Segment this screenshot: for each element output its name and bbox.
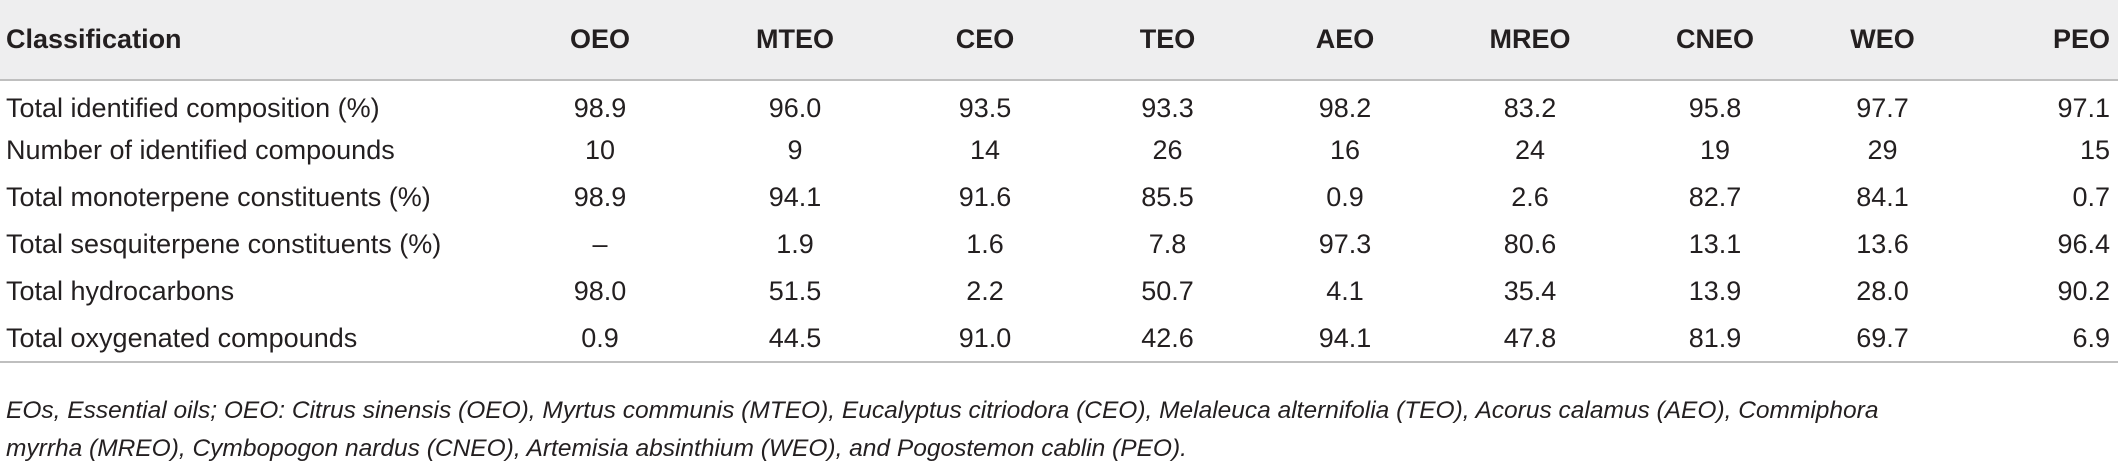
table-cell: 13.6 <box>1856 229 1909 259</box>
row-label: Number of identified compounds <box>6 135 395 165</box>
composition-table: Classification OEO MTEO CEO TEO AEO MREO… <box>0 0 2118 363</box>
header-classification: Classification <box>0 0 500 81</box>
table-row: Total monoterpene constituents (%) 98.9 … <box>0 174 2118 221</box>
header-teo: TEO <box>1080 0 1255 81</box>
table-row: Total identified composition (%) 98.9 96… <box>0 80 2118 127</box>
composition-table-container: Classification OEO MTEO CEO TEO AEO MREO… <box>0 0 2118 363</box>
table-cell: 98.9 <box>573 92 627 123</box>
table-cell: 35.4 <box>1503 276 1557 306</box>
table-cell: 0.9 <box>500 315 700 363</box>
table-row: Total oxygenated compounds 0.9 44.5 91.0… <box>0 315 2118 363</box>
footnote-line-2: myrrha (MREO), Cymbopogon nardus (CNEO),… <box>6 435 1187 462</box>
table-cell: 82.7 <box>1688 182 1742 212</box>
table-cell: 98.2 <box>1318 92 1372 123</box>
table-cell: 16 <box>1329 135 1361 165</box>
table-cell: 1.6 <box>966 229 1004 259</box>
table-cell: 69.7 <box>1805 315 1960 363</box>
table-cell: 51.5 <box>768 276 822 306</box>
table-cell: 2.6 <box>1511 182 1549 212</box>
table-cell: 94.1 <box>768 182 822 212</box>
table-row: Number of identified compounds 10 9 14 2… <box>0 127 2118 174</box>
row-label: Total hydrocarbons <box>6 276 235 306</box>
table-cell: 50.7 <box>1141 276 1194 306</box>
table-cell: 6.9 <box>1960 315 2118 363</box>
table-cell: 24 <box>1514 135 1546 165</box>
table-cell: 93.3 <box>1141 92 1194 123</box>
table-cell: 19 <box>1699 135 1731 165</box>
table-cell: 15 <box>2079 135 2110 165</box>
table-cell: 96.0 <box>768 92 822 123</box>
table-cell: 98.0 <box>573 276 627 306</box>
header-peo: PEO <box>1960 0 2118 81</box>
table-cell: 13.1 <box>1688 229 1742 259</box>
table-cell: 10 <box>584 135 616 165</box>
table-cell: 14 <box>969 135 1001 165</box>
table-cell: 28.0 <box>1856 276 1909 306</box>
table-cell: 13.9 <box>1688 276 1742 306</box>
table-footnote: EOs, Essential oils; OEO: Citrus sinensi… <box>6 392 2106 468</box>
header-ceo: CEO <box>890 0 1080 81</box>
table-cell: 98.9 <box>573 182 627 212</box>
header-mteo: MTEO <box>700 0 890 81</box>
table-cell: 97.7 <box>1856 92 1909 123</box>
table-cell: – <box>592 229 608 259</box>
row-label: Total sesquiterpene constituents (%) <box>6 229 442 259</box>
table-body: Total identified composition (%) 98.9 96… <box>0 80 2118 363</box>
header-weo: WEO <box>1805 0 1960 81</box>
footnote-line-1: EOs, Essential oils; OEO: Citrus sinensi… <box>6 397 1879 424</box>
table-cell: 94.1 <box>1255 315 1435 363</box>
table-cell: 26 <box>1152 135 1183 165</box>
table-cell: 2.2 <box>966 276 1004 306</box>
table-cell: 9 <box>787 135 803 165</box>
table-cell: 97.1 <box>2057 92 2110 123</box>
table-cell: 83.2 <box>1503 92 1557 123</box>
table-cell: 0.9 <box>1326 182 1364 212</box>
header-mreo: MREO <box>1435 0 1625 81</box>
table-cell: 84.1 <box>1856 182 1909 212</box>
table-cell: 91.6 <box>958 182 1012 212</box>
table-cell: 91.0 <box>890 315 1080 363</box>
table-cell: 7.8 <box>1148 229 1187 259</box>
table-cell: 47.8 <box>1435 315 1625 363</box>
table-cell: 93.5 <box>958 92 1012 123</box>
table-cell: 44.5 <box>700 315 890 363</box>
table-cell: 95.8 <box>1688 92 1742 123</box>
table-cell: 80.6 <box>1503 229 1557 259</box>
header-row: Classification OEO MTEO CEO TEO AEO MREO… <box>0 0 2118 81</box>
table-cell: 0.7 <box>2072 182 2110 212</box>
table-cell: 85.5 <box>1141 182 1194 212</box>
table-cell: 81.9 <box>1625 315 1805 363</box>
header-oeo: OEO <box>500 0 700 81</box>
table-cell: 29 <box>1867 135 1898 165</box>
table-cell: 90.2 <box>2057 276 2110 306</box>
table-cell: 96.4 <box>2057 229 2110 259</box>
table-cell: 97.3 <box>1318 229 1372 259</box>
row-label: Total monoterpene constituents (%) <box>6 182 431 212</box>
table-row: Total sesquiterpene constituents (%) – 1… <box>0 221 2118 268</box>
header-cneo: CNEO <box>1625 0 1805 81</box>
table-cell: 4.1 <box>1326 276 1364 306</box>
table-header: Classification OEO MTEO CEO TEO AEO MREO… <box>0 0 2118 81</box>
table-cell: 1.9 <box>776 229 814 259</box>
table-row: Total hydrocarbons 98.0 51.5 2.2 50.7 4.… <box>0 268 2118 315</box>
header-aeo: AEO <box>1255 0 1435 81</box>
row-label: Total identified composition (%) <box>6 92 380 123</box>
table-cell: 42.6 <box>1080 315 1255 363</box>
row-label: Total oxygenated compounds <box>0 315 500 363</box>
